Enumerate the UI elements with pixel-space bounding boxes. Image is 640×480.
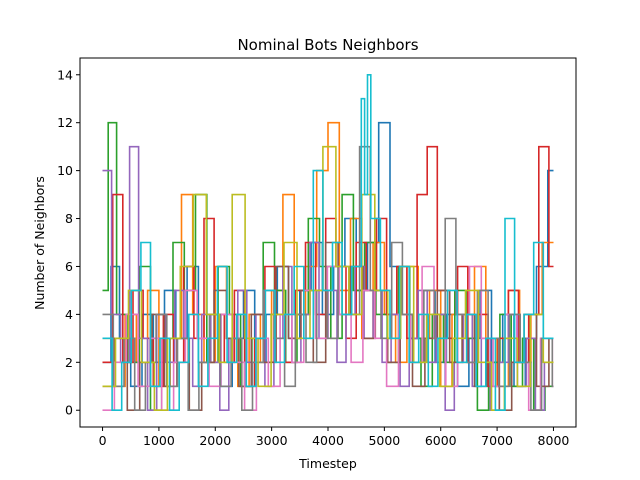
x-tick-label: 3000 [256,433,288,448]
y-tick-label: 14 [57,67,73,82]
x-axis-title: Timestep [298,456,357,471]
x-tick-label: 6000 [425,433,457,448]
x-tick-label: 0 [99,433,107,448]
series-line-9 [102,145,554,411]
x-tick-label: 1000 [143,433,175,448]
x-tick-label: 8000 [538,433,570,448]
series-layer [102,74,554,411]
x-axis: 0 1000 2000 3000 4000 5000 6000 7000 8000 [99,427,570,448]
y-axis-title: Number of Neighbors [32,176,47,310]
y-tick-label: 12 [57,115,73,130]
y-tick-label: 6 [65,259,73,274]
y-tick-label: 0 [65,403,73,418]
series-line-10 [102,74,554,411]
x-tick-label: 4000 [312,433,344,448]
y-tick-label: 10 [57,163,73,178]
y-tick-label: 4 [65,307,73,322]
x-tick-label: 5000 [368,433,400,448]
chart-title: Nominal Bots Neighbors [237,36,418,54]
y-tick-label: 2 [65,355,73,370]
y-axis: 0 2 4 6 8 10 12 14 [57,67,80,418]
x-tick-label: 7000 [481,433,513,448]
y-tick-label: 8 [65,211,73,226]
x-tick-label: 2000 [199,433,231,448]
